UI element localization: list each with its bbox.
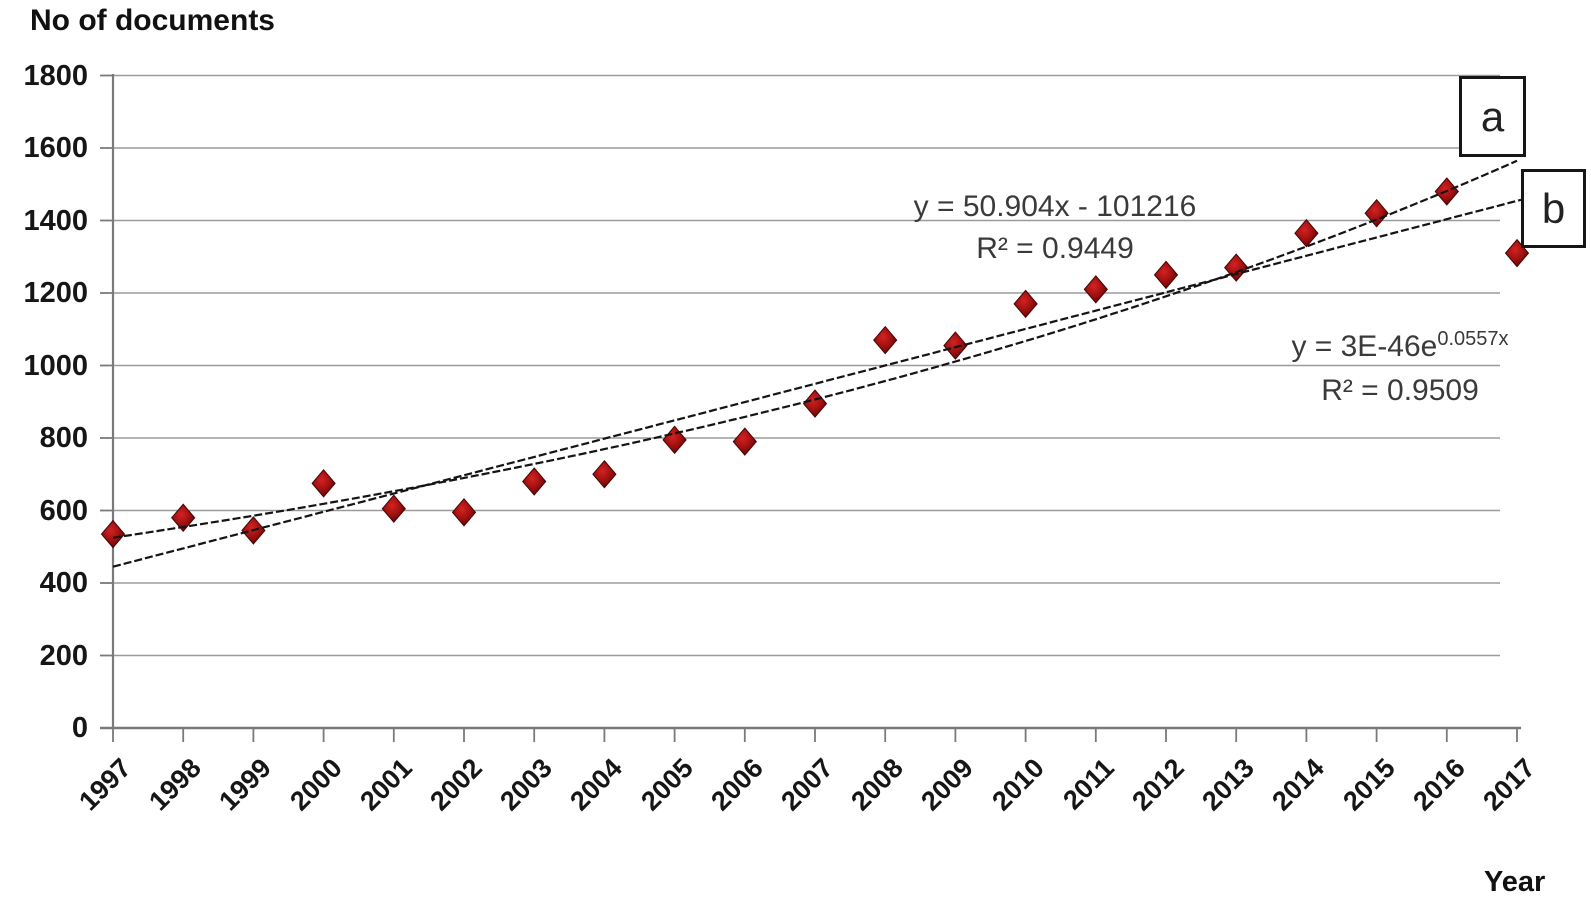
trendline-callout-a-label: a: [1480, 92, 1505, 140]
y-tick-label: 1000: [23, 349, 88, 382]
data-point-diamond: [171, 503, 196, 533]
y-tick-label: 1800: [23, 59, 88, 92]
linear-trendline-equation: y = 50.904x - 101216: [913, 190, 1197, 223]
axes: [100, 74, 1521, 742]
gridlines: [113, 74, 1500, 657]
y-tick-label: 1400: [23, 204, 88, 237]
data-point-diamond: [592, 459, 617, 489]
y-tick-label: 1600: [23, 132, 88, 164]
trendline-callout-b: b: [1521, 169, 1586, 248]
data-point-diamond: [1294, 218, 1319, 248]
y-tick-label: 600: [39, 494, 88, 527]
data-point-diamond: [662, 425, 687, 455]
y-tick-label: 200: [39, 639, 88, 672]
data-point-diamond: [1083, 275, 1108, 304]
y-tick-label: 0: [71, 712, 88, 744]
y-tick-label: 400: [39, 567, 88, 599]
data-point-diamond: [732, 427, 757, 456]
exponential-trendline-r-squared: R² = 0.9509: [1321, 374, 1479, 407]
trendline-callout-b-label: b: [1541, 184, 1566, 232]
data-point-diamond: [802, 389, 828, 418]
data-point-diamond: [1013, 289, 1038, 319]
data-point-diamond: [1364, 198, 1389, 228]
linear-trendline: [112, 198, 1522, 568]
data-point-diamond: [1153, 260, 1179, 290]
x-axis-title: Year: [1484, 866, 1546, 898]
data-point-diamond: [100, 519, 126, 549]
exponential-trendline: [112, 159, 1518, 539]
y-tick-label: 1200: [23, 277, 88, 309]
equation-exponent-text: 0.0557x: [1437, 328, 1509, 350]
exponential-trendline-equation: y = 3E-46e0.0557x: [1250, 328, 1550, 364]
data-point-diamond: [943, 331, 968, 360]
data-point-diamond: [873, 325, 898, 355]
linear-trendline-r-squared: R² = 0.9449: [976, 232, 1134, 265]
data-point-diamond: [311, 469, 336, 498]
trendlines: [112, 159, 1522, 568]
y-tick-label: 800: [39, 422, 88, 454]
data-point-diamond: [451, 498, 477, 527]
data-point-diamond: [522, 467, 547, 496]
equation-base-text: y = 3E-46e: [1291, 330, 1438, 363]
y-axis-title: No of documents: [30, 4, 275, 37]
data-point-diamond: [381, 494, 406, 523]
trendline-callout-a: a: [1459, 76, 1526, 157]
